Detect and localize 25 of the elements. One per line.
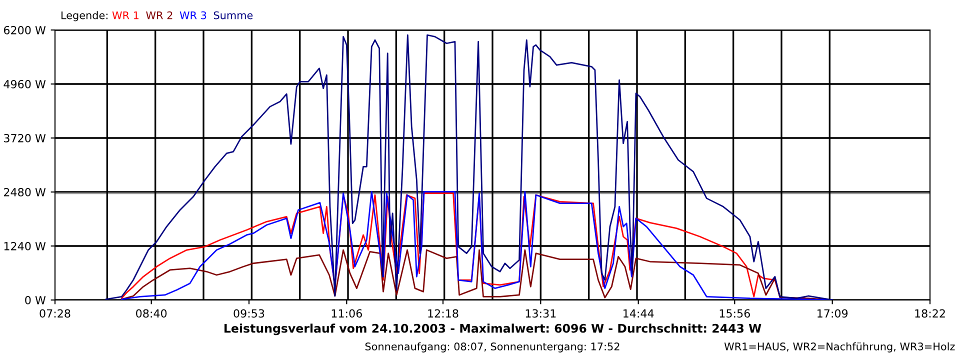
- x-tick-label: 07:28: [40, 309, 70, 318]
- x-tick-label: 09:53: [234, 309, 264, 318]
- y-tick-label: 0 W: [25, 296, 46, 304]
- y-tick-label: 4960 W: [4, 80, 46, 88]
- x-tick-label: 18:22: [915, 309, 945, 318]
- y-tick-label: 6200 W: [4, 26, 46, 34]
- x-tick-label: 15:56: [720, 309, 750, 318]
- text: WR 2: [146, 11, 172, 20]
- x-tick-label: 08:40: [136, 309, 167, 318]
- text: Sonnenaufgang: 08:07, Sonnenuntergang: 17:52: [365, 342, 620, 352]
- text: Summe: [214, 11, 253, 20]
- text: WR 3: [180, 11, 206, 20]
- x-tick-label: 14:44: [624, 309, 654, 318]
- y-tick-label: 1240 W: [4, 242, 46, 250]
- x-tick-label: 17:09: [818, 309, 848, 318]
- y-tick-label: 3720 W: [4, 134, 46, 142]
- text: Leistungsverlauf vom 24.10.2003 - Maximalwert: 6096 W - Durchschnitt: 2443 W: [224, 324, 762, 336]
- legend-title: Legende:: [62, 11, 108, 22]
- line-series: [105, 34, 834, 300]
- x-tick-label: 11:06: [332, 309, 362, 318]
- y-tick-label: 2480 W: [4, 188, 46, 196]
- x-tick-label: 13:31: [526, 309, 556, 318]
- text: WR1=HAUS, WR2=Nachführung, WR3=Holz: [724, 342, 955, 352]
- text: WR 1: [112, 11, 138, 20]
- x-tick-label: 12:18: [428, 309, 458, 318]
